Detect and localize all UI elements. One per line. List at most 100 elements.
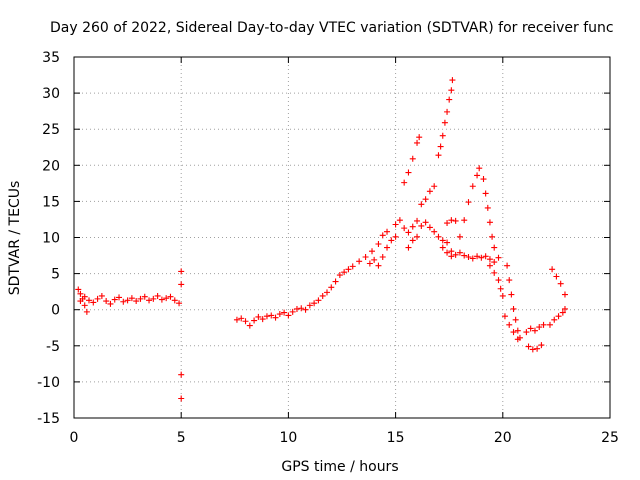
data-point [555, 313, 562, 320]
data-point [540, 321, 547, 328]
data-point [263, 313, 270, 320]
data-point [158, 296, 165, 303]
data-point [474, 253, 481, 260]
data-point [495, 277, 502, 284]
data-point [474, 172, 481, 179]
data-point [476, 165, 483, 172]
data-point [293, 305, 300, 312]
data-point [426, 188, 433, 195]
data-point [448, 87, 455, 94]
y-tick-label: 20 [42, 158, 60, 174]
data-point [311, 300, 318, 307]
y-tick-label: 10 [42, 231, 60, 247]
data-point [523, 329, 530, 336]
data-point [349, 263, 356, 270]
data-point [120, 298, 127, 305]
data-point [486, 219, 493, 226]
x-tick-label: 15 [387, 430, 405, 446]
y-tick-label: 35 [42, 50, 60, 66]
y-axis-label: SDTVAR / TECUs [7, 181, 23, 296]
data-point [416, 134, 423, 141]
data-point [362, 253, 369, 260]
data-point [465, 253, 472, 260]
data-point [116, 294, 123, 301]
data-point [94, 295, 101, 302]
data-point [491, 259, 498, 266]
y-tick-label: 25 [42, 122, 60, 138]
data-point [233, 316, 240, 323]
data-point [514, 336, 521, 343]
data-point [392, 233, 399, 240]
data-point [242, 318, 249, 325]
data-point [137, 295, 144, 302]
data-point [176, 300, 183, 307]
data-point [431, 228, 438, 235]
data-point [384, 228, 391, 235]
data-point [379, 253, 386, 260]
data-point [495, 254, 502, 261]
data-point [444, 249, 451, 256]
data-point [405, 244, 412, 251]
data-point [154, 292, 161, 299]
y-tick-label: 5 [51, 267, 60, 283]
data-point [336, 272, 343, 279]
data-point [506, 321, 513, 328]
data-point [501, 313, 508, 320]
data-point [525, 343, 532, 350]
data-point [178, 395, 185, 402]
data-point [482, 253, 489, 260]
data-point [426, 224, 433, 231]
data-point [527, 325, 534, 332]
data-point [375, 262, 382, 269]
data-point [396, 217, 403, 224]
data-point [456, 249, 463, 256]
data-point [452, 251, 459, 258]
data-point [491, 244, 498, 251]
data-point [486, 256, 493, 263]
series-group [233, 228, 391, 329]
data-point [98, 292, 105, 299]
data-point [345, 266, 352, 273]
data-point [448, 253, 455, 260]
data-point [484, 204, 491, 211]
data-point [514, 327, 521, 334]
data-point [510, 329, 517, 336]
axis-ticks: 0 5 10 15 20 25 -15 -10 -5 0 5 10 15 20 25 30 35 [37, 50, 619, 446]
data-point [75, 286, 82, 293]
data-point [534, 345, 541, 352]
data-point [469, 255, 476, 262]
data-point [302, 306, 309, 313]
data-point [506, 277, 513, 284]
series-group [366, 77, 498, 269]
data-point [90, 299, 97, 306]
data-point [437, 143, 444, 150]
y-tick-label: 15 [42, 194, 60, 210]
data-point [452, 217, 459, 224]
data-point [465, 199, 472, 206]
data-point [482, 190, 489, 197]
data-point [171, 297, 178, 304]
data-point [491, 269, 498, 276]
data-point [167, 293, 174, 300]
data-point [549, 266, 556, 273]
data-point [414, 139, 421, 146]
data-point [538, 342, 545, 349]
data-point [444, 239, 451, 246]
data-point [414, 233, 421, 240]
data-point [289, 308, 296, 315]
data-point [128, 295, 135, 302]
data-point [251, 317, 258, 324]
data-point [461, 217, 468, 224]
data-point [238, 315, 245, 322]
data-point [379, 232, 386, 239]
data-point [107, 300, 114, 307]
data-point [272, 314, 279, 321]
y-tick-label: 30 [42, 86, 60, 102]
data-point [561, 291, 568, 298]
data-point [409, 223, 416, 230]
data-point [469, 183, 476, 190]
data-point [439, 132, 446, 139]
data-point [409, 155, 416, 162]
data-point [371, 256, 378, 263]
data-point [435, 152, 442, 159]
